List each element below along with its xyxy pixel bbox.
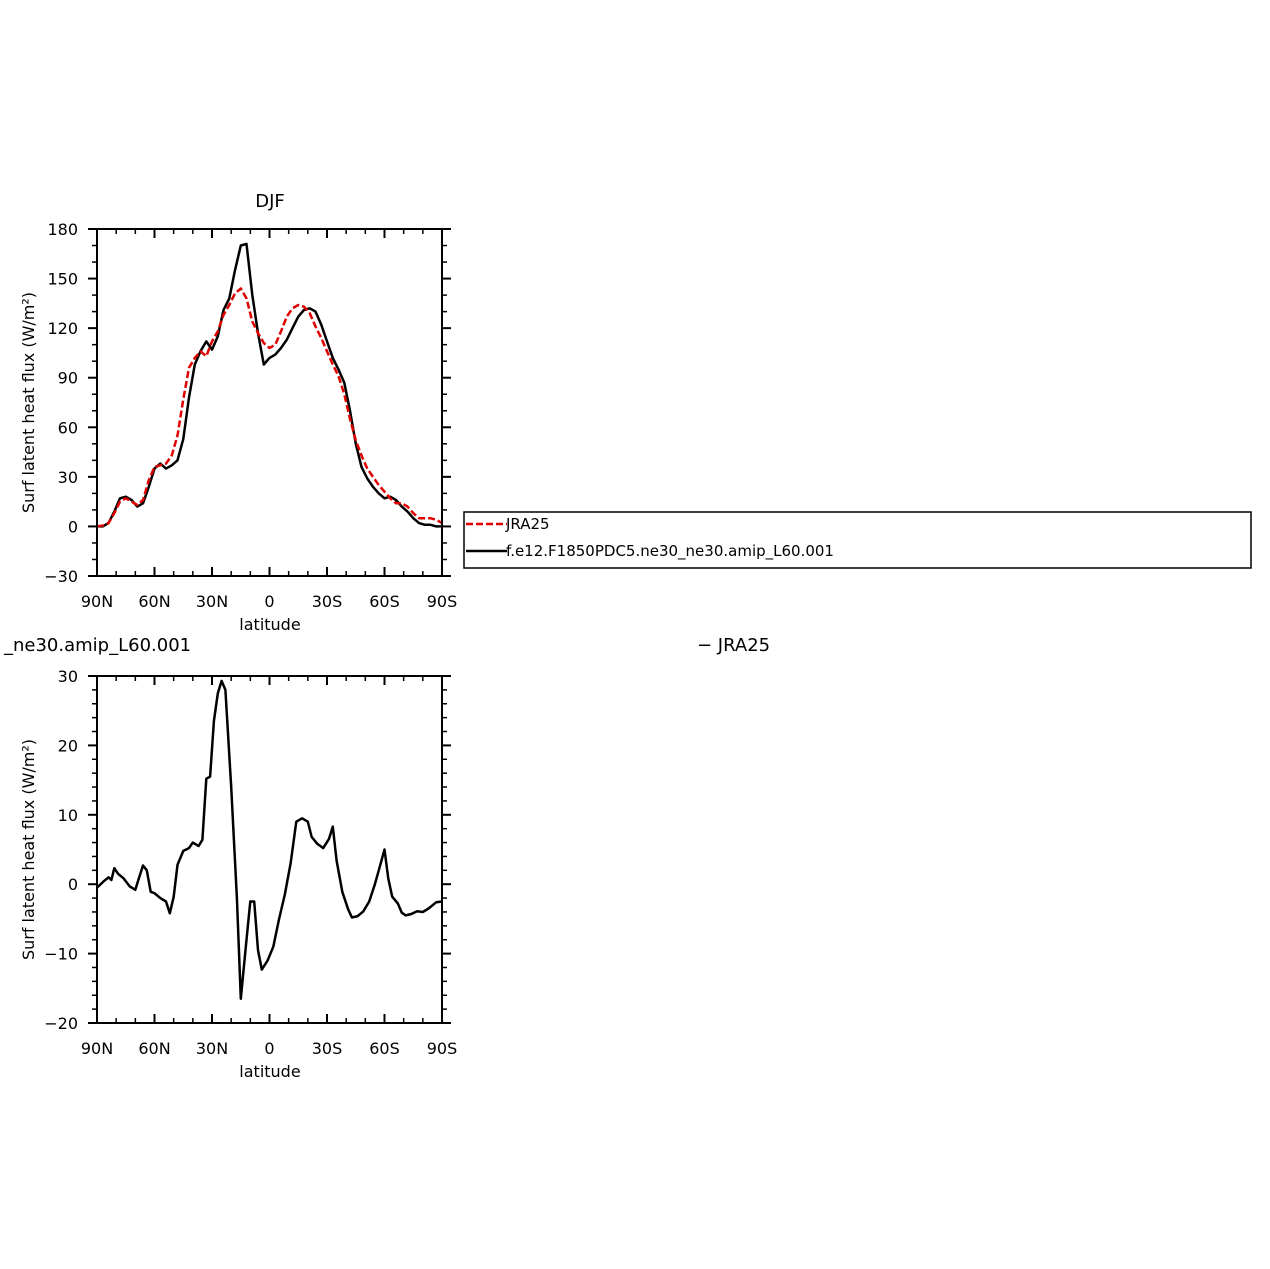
panel1-xtick-label: 30S (312, 592, 343, 611)
panel2-ytick-label: 30 (58, 667, 78, 686)
panel-difference: _ne30.amip_L60.001 − JRA25 90N 60N 30N 0 30S… (3, 635, 770, 1081)
panel1-xtick-label: 90N (81, 592, 113, 611)
panel2-ytick-label: −20 (44, 1014, 78, 1033)
panel1-ytick-label: 60 (58, 418, 78, 437)
panel1-xtick-label: 60N (138, 592, 170, 611)
panel1-title: DJF (255, 191, 285, 212)
panel2-xtick-label: 90S (427, 1039, 458, 1058)
panel1-xlabel: latitude (239, 615, 300, 634)
panel1-ytick-label: 120 (47, 319, 78, 338)
panel1-xtick-label: 60S (369, 592, 400, 611)
panel2-ylabel: Surf latent heat flux (W/m²) (19, 739, 38, 960)
legend-box (463, 511, 1252, 569)
panel1-series-line-1 (97, 242, 442, 528)
panel1-xtick-label: 90S (427, 592, 458, 611)
legend-label-jra25: JRA25 (505, 515, 550, 533)
panel1-frame (96, 228, 443, 577)
legend-label-model: f.e12.F1850PDC5.ne30_ne30.amip_L60.001 (506, 542, 834, 561)
panel1-xtick-label: 0 (264, 592, 274, 611)
panel2-xtick-label: 90N (81, 1039, 113, 1058)
panel2-xtick-label: 0 (264, 1039, 274, 1058)
panel1-ytick-label: 180 (47, 220, 78, 239)
panel2-ytick-label: 20 (58, 736, 78, 755)
panel-djf: DJF 90N 60N 30N 0 30S 60S 90S 180 150 120 90 60 30 0 −… (19, 191, 457, 634)
panel2-ytick-label: 0 (68, 875, 78, 894)
panel2-xtick-label: 60N (138, 1039, 170, 1058)
panel2-title-left: _ne30.amip_L60.001 (3, 635, 191, 656)
panel1-series-line-2 (96, 287, 443, 528)
panel1-ytick-label: 30 (58, 468, 78, 487)
panel2-xlabel: latitude (239, 1062, 300, 1081)
panel2-title-right: − JRA25 (697, 635, 770, 656)
panel2-ytick-label: 10 (58, 806, 78, 825)
panel1-ytick-label: 150 (47, 270, 78, 289)
panel2-frame (96, 675, 443, 1024)
panel2-series-line-1 (96, 679, 443, 1000)
panel2-xtick-label: 30S (312, 1039, 343, 1058)
panel1-ylabel: Surf latent heat flux (W/m²) (19, 292, 38, 513)
panel2-xtick-label: 60S (369, 1039, 400, 1058)
panel2-ytick-label: −10 (44, 945, 78, 964)
panel1-ytick-label: −30 (44, 567, 78, 586)
legend: JRA25 f.e12.F1850PDC5.ne30_ne30.amip_L60… (463, 511, 1252, 569)
panel1-ytick-label: 90 (58, 369, 78, 388)
panel1-ytick-label: 0 (68, 517, 78, 536)
panel1-xtick-label: 30N (196, 592, 228, 611)
panel2-xtick-label: 30N (196, 1039, 228, 1058)
